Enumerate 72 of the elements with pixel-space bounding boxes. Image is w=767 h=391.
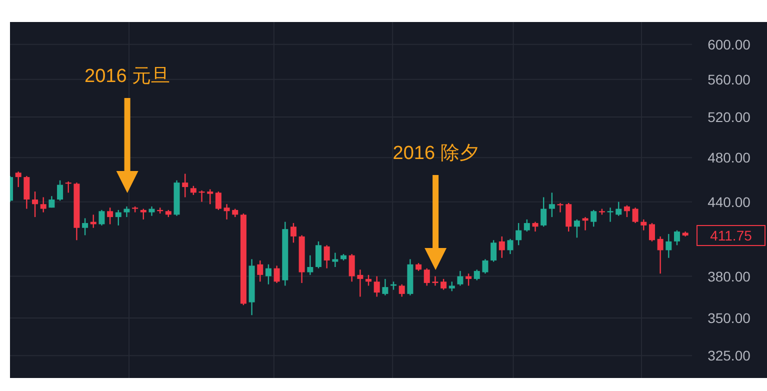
candlestick [666,233,672,258]
candlestick [398,284,405,298]
candlestick [224,204,230,220]
candlestick [307,254,314,276]
candlestick [548,192,555,218]
annotation: 2016 元旦 [84,66,170,87]
candlestick [57,180,64,202]
candlestick [190,185,196,196]
candlestick [532,221,538,232]
candlestick [366,274,372,286]
candlestick [332,252,338,268]
candlestick [466,272,472,286]
y-tick-label: 440.00 [708,194,751,210]
candlestick [624,204,630,218]
candlestick [582,216,588,231]
candlestick [540,196,547,228]
candlestick [107,207,114,225]
y-tick-label: 480.00 [708,150,751,166]
y-tick-label: 350.00 [708,310,751,326]
candlestick [140,208,146,220]
candlestick [265,264,272,285]
candlestick [24,175,30,210]
candlestick [207,188,214,205]
candlestick [357,269,364,298]
y-tick-label: 560.00 [708,71,751,88]
candlestick [648,222,655,242]
candlestick [40,196,46,213]
candlestick [257,260,264,282]
candlestick [516,222,522,246]
candlestick [474,269,480,281]
candlestick [290,222,296,244]
candlestick [490,240,497,262]
annotation: 2016 除夕 [392,143,478,164]
candlestick [324,244,330,269]
candlestick [182,173,188,198]
candlestick [98,209,105,226]
candlestick [574,218,580,238]
candlestick [274,265,280,284]
candlestick [674,230,680,246]
candlestick [448,281,455,292]
candlestick [457,270,464,286]
candlestick [32,190,38,218]
candlestick [432,276,438,286]
candlestick [148,206,155,216]
candlestick [557,202,564,213]
candlestick [566,202,572,232]
candlestick [524,218,530,232]
candlestick [348,253,355,282]
candlestick [657,236,664,274]
candlestick [315,240,322,269]
candlestick [115,209,122,226]
candlestick [440,278,447,290]
candlestick [632,207,638,224]
candlestick [424,268,430,286]
candlestick [15,170,22,188]
candlestick [124,206,130,218]
candlestick [215,190,222,211]
candlestick [640,218,647,231]
candlestick [374,276,380,298]
y-tick-label: 600.00 [708,36,751,52]
candlestick [498,236,505,258]
candlestick [82,218,88,236]
y-tick-label: 520.00 [708,109,751,126]
candlestick [616,201,622,216]
candlestick [590,209,597,228]
candlestick [482,258,488,274]
candlestick [382,278,388,296]
y-tick-label: 325.00 [708,348,751,364]
candlestick [607,207,614,222]
y-tick-label: 380.00 [708,268,751,284]
price-tag: 411.75 [696,225,766,246]
candlestick [507,238,514,255]
